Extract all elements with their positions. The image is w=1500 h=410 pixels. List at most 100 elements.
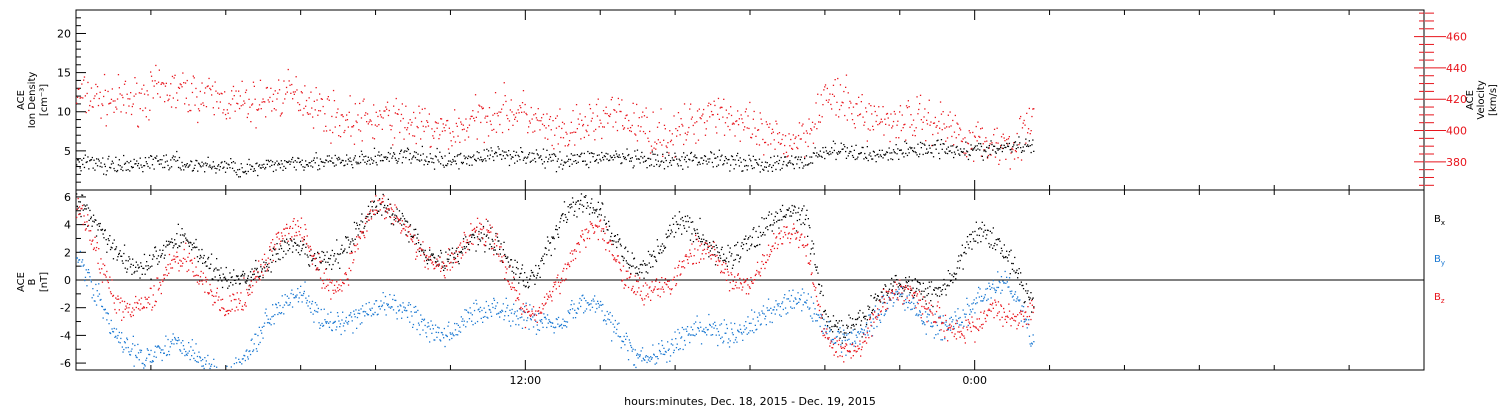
data-point bbox=[702, 162, 704, 165]
data-point bbox=[493, 159, 495, 162]
data-point bbox=[524, 156, 526, 158]
data-point bbox=[696, 164, 699, 166]
data-point bbox=[299, 109, 302, 111]
data-point bbox=[1017, 272, 1019, 275]
data-point bbox=[799, 138, 801, 140]
data-point bbox=[407, 148, 410, 151]
data-point bbox=[264, 168, 266, 170]
data-point bbox=[625, 338, 627, 340]
data-point bbox=[368, 159, 370, 161]
data-point bbox=[282, 256, 284, 259]
data-point bbox=[498, 148, 500, 150]
data-point bbox=[296, 161, 298, 163]
data-point bbox=[491, 303, 493, 305]
data-point bbox=[180, 169, 182, 171]
data-point bbox=[874, 310, 876, 312]
data-point bbox=[358, 309, 360, 311]
data-point bbox=[823, 151, 825, 153]
data-point bbox=[491, 129, 493, 131]
data-point bbox=[135, 354, 137, 357]
data-point bbox=[851, 154, 854, 157]
data-point bbox=[960, 324, 962, 326]
data-point bbox=[919, 311, 921, 313]
data-point bbox=[876, 298, 878, 300]
data-point bbox=[134, 77, 136, 79]
data-point bbox=[579, 203, 581, 205]
data-point bbox=[440, 118, 443, 120]
data-point bbox=[134, 163, 136, 165]
data-point bbox=[1014, 256, 1016, 259]
data-point bbox=[145, 116, 147, 118]
data-point bbox=[703, 159, 705, 161]
data-point bbox=[457, 135, 459, 137]
data-point bbox=[810, 162, 812, 164]
data-point bbox=[675, 231, 677, 234]
data-point bbox=[258, 104, 261, 106]
data-point bbox=[98, 223, 100, 225]
data-point bbox=[1020, 309, 1022, 312]
data-point bbox=[1000, 292, 1002, 294]
data-point bbox=[736, 120, 738, 122]
data-point bbox=[204, 162, 207, 164]
data-point bbox=[331, 329, 333, 332]
data-point bbox=[545, 156, 547, 158]
data-point bbox=[772, 164, 774, 167]
data-point bbox=[261, 332, 263, 334]
data-point bbox=[593, 130, 595, 132]
data-point bbox=[949, 150, 951, 152]
data-point bbox=[524, 305, 526, 308]
data-point bbox=[538, 312, 540, 315]
data-point bbox=[440, 331, 443, 334]
data-point bbox=[644, 264, 647, 266]
data-point bbox=[220, 92, 222, 94]
data-point bbox=[699, 217, 701, 220]
data-point bbox=[182, 72, 184, 74]
data-point bbox=[102, 104, 104, 107]
data-point bbox=[308, 264, 310, 266]
data-point bbox=[570, 121, 572, 123]
data-point bbox=[185, 237, 187, 239]
data-point bbox=[832, 338, 835, 341]
data-point bbox=[224, 160, 226, 163]
data-point bbox=[605, 106, 607, 108]
data-point bbox=[784, 307, 787, 309]
data-point bbox=[485, 235, 487, 237]
data-point bbox=[219, 274, 221, 276]
data-point bbox=[319, 93, 321, 95]
data-point bbox=[245, 89, 248, 91]
data-point bbox=[736, 155, 738, 157]
data-point bbox=[196, 355, 199, 358]
data-point bbox=[988, 145, 990, 147]
data-point bbox=[790, 215, 793, 217]
data-point bbox=[402, 215, 404, 217]
data-point bbox=[983, 298, 985, 300]
data-point bbox=[1017, 277, 1019, 279]
data-point bbox=[226, 109, 228, 111]
data-point bbox=[154, 247, 156, 249]
data-point bbox=[147, 94, 149, 96]
data-point bbox=[508, 320, 510, 322]
data-point bbox=[595, 303, 597, 305]
data-point bbox=[823, 310, 826, 312]
data-point bbox=[672, 144, 674, 146]
data-point bbox=[602, 303, 604, 306]
data-point bbox=[941, 129, 943, 131]
data-point bbox=[460, 250, 462, 253]
data-point bbox=[706, 163, 708, 165]
data-point bbox=[630, 344, 632, 347]
data-point bbox=[985, 137, 987, 139]
data-point bbox=[90, 279, 92, 281]
data-point bbox=[556, 318, 558, 321]
data-point bbox=[467, 311, 469, 313]
data-point bbox=[716, 328, 718, 330]
data-point bbox=[547, 240, 549, 242]
data-point bbox=[298, 103, 301, 106]
data-point bbox=[854, 342, 857, 344]
data-point bbox=[1003, 282, 1005, 284]
data-point bbox=[389, 203, 392, 205]
data-point bbox=[622, 156, 625, 158]
data-point bbox=[512, 156, 514, 158]
data-point bbox=[627, 350, 629, 352]
data-point bbox=[167, 338, 169, 341]
data-point bbox=[989, 143, 991, 145]
